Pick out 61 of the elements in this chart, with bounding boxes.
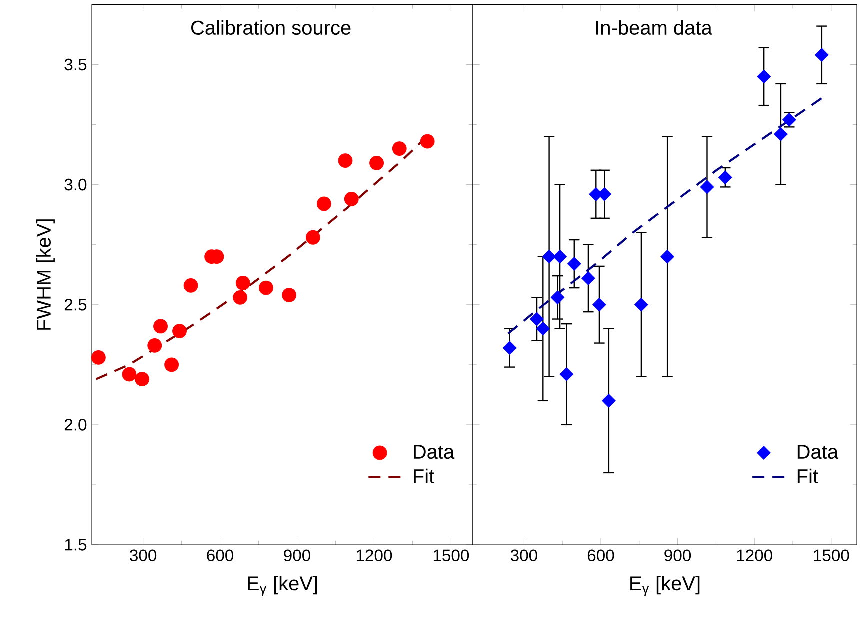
point xyxy=(282,288,297,302)
x-axis-title: E$_{γ}$ [keV] xyxy=(248,576,318,596)
y-tick-label: 2.5 xyxy=(64,298,87,311)
point xyxy=(154,319,168,334)
point xyxy=(550,290,565,305)
point xyxy=(815,48,829,62)
point xyxy=(502,341,517,356)
y-tick-label: 1.5 xyxy=(65,539,87,551)
point xyxy=(184,278,198,293)
point xyxy=(135,372,150,387)
point xyxy=(164,358,179,372)
legend-label: Fit xyxy=(798,468,818,484)
point xyxy=(148,338,162,353)
x-tick-label: 1200 xyxy=(356,550,392,562)
y-tick-label: 2.0 xyxy=(64,419,87,431)
point xyxy=(757,70,771,84)
x-axis-title: E$_{γ}$ [keV] xyxy=(630,576,700,596)
x-tick-label: 600 xyxy=(207,550,234,562)
point xyxy=(344,192,359,206)
x-tick-label: 1500 xyxy=(434,550,470,562)
point xyxy=(172,324,187,338)
legend-label: Fit xyxy=(414,468,434,484)
point xyxy=(370,156,384,170)
point xyxy=(567,257,582,271)
text: In-beam data xyxy=(596,20,712,36)
y-tick-label: 3.5 xyxy=(64,58,87,71)
point xyxy=(530,312,544,326)
point xyxy=(592,298,606,312)
point xyxy=(542,250,556,264)
point xyxy=(392,142,407,156)
x-tick-label: 1200 xyxy=(737,550,772,562)
point xyxy=(306,230,320,245)
y-tick-label: 3.0 xyxy=(64,178,87,191)
point xyxy=(774,127,788,142)
point xyxy=(91,350,106,365)
point xyxy=(316,196,332,212)
point xyxy=(700,180,714,194)
x-tick-label: 300 xyxy=(510,550,538,562)
point xyxy=(582,272,596,286)
point xyxy=(660,250,674,264)
point xyxy=(338,154,353,168)
point xyxy=(236,276,250,290)
point xyxy=(420,134,435,149)
point xyxy=(602,394,616,408)
x-tick-label: 900 xyxy=(284,550,310,562)
point xyxy=(553,250,567,264)
x-tick-label: 300 xyxy=(130,550,157,562)
x-tick-label: 900 xyxy=(664,550,692,562)
x-tick-label: 1500 xyxy=(814,550,850,562)
point xyxy=(718,170,732,185)
point xyxy=(536,322,550,336)
legend-label: Data xyxy=(414,445,455,460)
point xyxy=(233,290,248,305)
point xyxy=(259,280,274,296)
point xyxy=(560,368,574,382)
y-axis-title: FWHM [keV] xyxy=(36,220,55,330)
point xyxy=(634,298,648,312)
text: Calibration source xyxy=(192,20,351,36)
legend-label: Data xyxy=(798,445,839,460)
x-tick-label: 600 xyxy=(588,550,614,562)
point xyxy=(122,367,137,382)
